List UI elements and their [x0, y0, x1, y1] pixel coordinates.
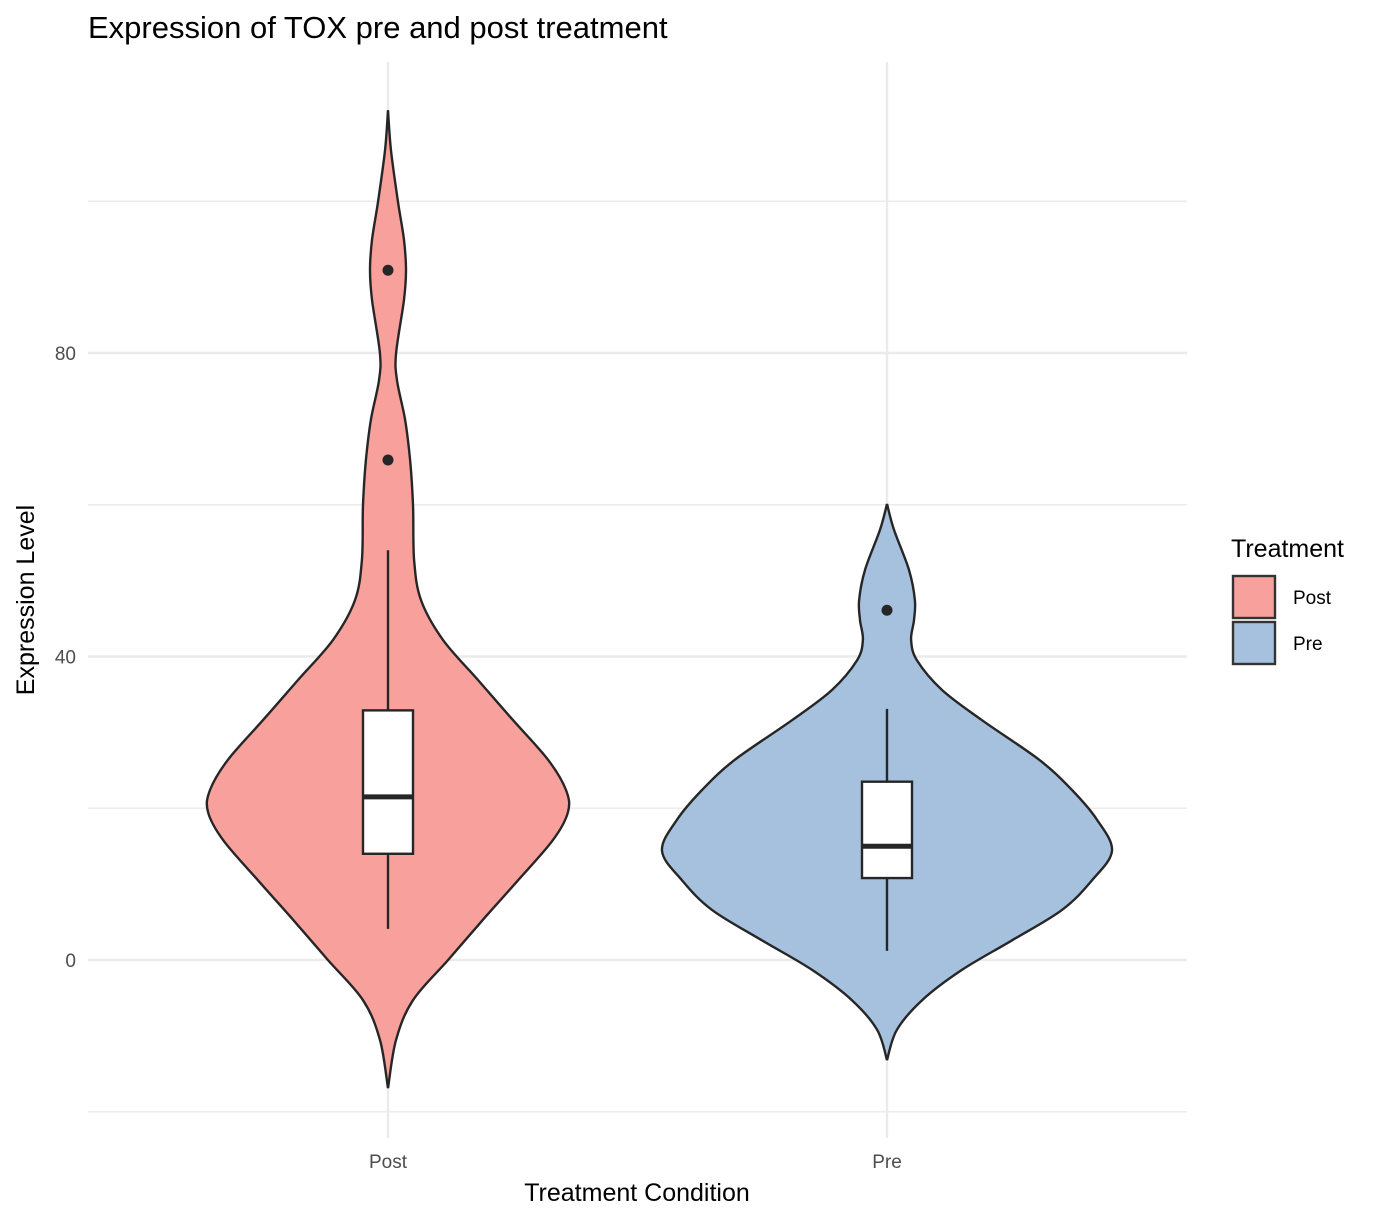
box-iqr: [860, 780, 914, 880]
y-tick-label: 40: [55, 648, 76, 669]
grid: [88, 62, 1187, 1138]
legend-key-pre: [1231, 620, 1277, 666]
chart-title: Expression of TOX pre and post treatment: [88, 10, 668, 45]
y-tick-label: 0: [65, 951, 76, 972]
y-axis-ticks: 0 40 80: [55, 344, 76, 972]
violin-group-post: [205, 110, 571, 1089]
violin-group-pre: [660, 503, 1114, 1061]
y-tick-label: 80: [55, 344, 76, 365]
legend-label-pre: Pre: [1293, 634, 1323, 655]
x-tick-label: Post: [369, 1152, 408, 1173]
legend-key-post: [1231, 574, 1277, 620]
outlier-point: [382, 264, 394, 276]
legend-title: Treatment: [1231, 535, 1344, 563]
legend-label-post: Post: [1293, 588, 1332, 609]
violins: [205, 110, 1114, 1089]
legend: Treatment Post Pre: [1231, 535, 1344, 666]
outlier-point: [881, 604, 893, 616]
outlier-point: [382, 454, 394, 466]
box-iqr: [361, 709, 415, 855]
x-axis-title: Treatment Condition: [524, 1179, 750, 1207]
x-axis-ticks: Post Pre: [369, 1152, 902, 1173]
y-axis-title: Expression Level: [12, 505, 40, 695]
x-tick-label: Pre: [872, 1152, 902, 1173]
